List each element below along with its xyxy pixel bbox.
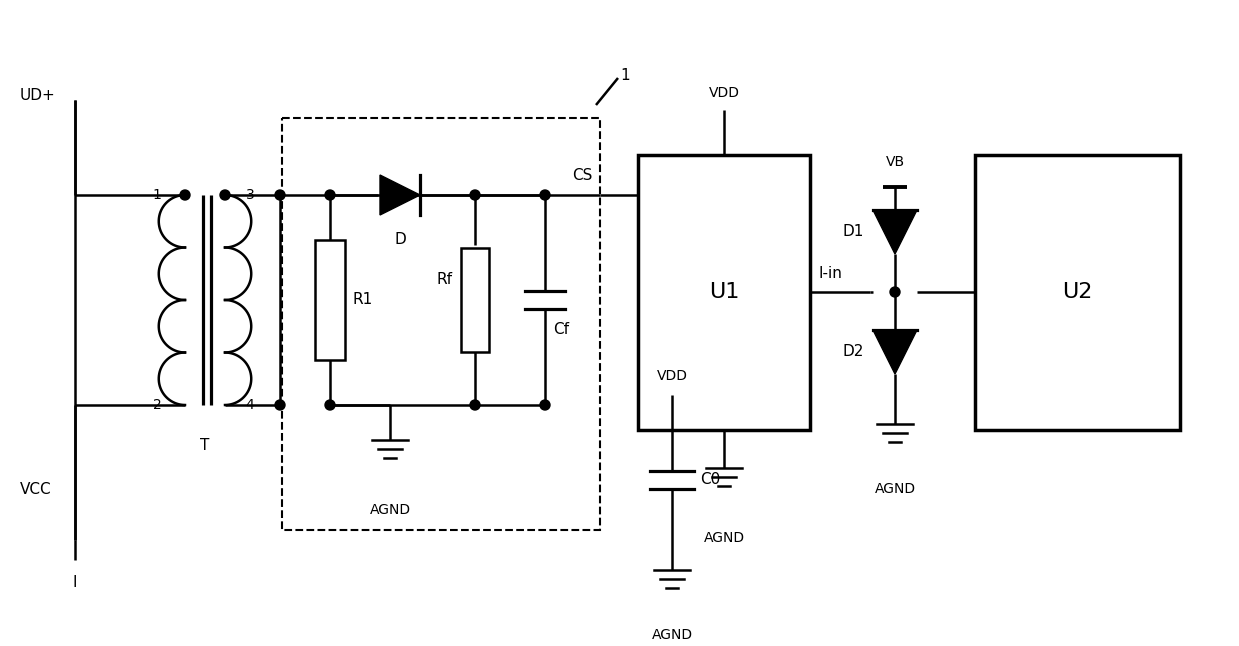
Bar	[975, 155, 1180, 430]
Circle shape	[890, 287, 900, 297]
Bar	[315, 240, 344, 360]
Text: U1: U1	[709, 282, 740, 302]
Text: VDD: VDD	[657, 369, 688, 383]
Text: AGND: AGND	[875, 482, 916, 496]
Text: VB: VB	[886, 155, 904, 169]
Circle shape	[540, 400, 550, 410]
Polygon shape	[873, 210, 917, 254]
Circle shape	[325, 400, 335, 410]
Text: AGND: AGND	[652, 628, 693, 642]
Text: I-in: I-in	[818, 267, 841, 282]
Circle shape	[275, 190, 285, 200]
Bar	[461, 248, 489, 352]
Text: UD+: UD+	[20, 87, 56, 103]
Text: AGND: AGND	[369, 503, 410, 517]
Text: 1: 1	[152, 188, 161, 202]
Text: 2: 2	[152, 398, 161, 412]
Text: D: D	[394, 233, 406, 247]
Circle shape	[470, 190, 479, 200]
Text: Cf: Cf	[553, 322, 569, 337]
Circle shape	[540, 190, 550, 200]
Polygon shape	[873, 330, 917, 374]
Text: VCC: VCC	[20, 483, 52, 497]
Bar	[282, 118, 600, 530]
Text: 4: 4	[245, 398, 254, 412]
Text: CS: CS	[572, 167, 592, 183]
Circle shape	[325, 190, 335, 200]
Text: VDD: VDD	[709, 86, 740, 100]
Text: AGND: AGND	[704, 531, 745, 545]
Circle shape	[470, 400, 479, 410]
Text: U2: U2	[1062, 282, 1093, 302]
Text: 3: 3	[245, 188, 254, 202]
Circle shape	[275, 400, 285, 410]
Text: C0: C0	[700, 472, 720, 488]
Circle shape	[180, 190, 190, 200]
Text: D2: D2	[843, 344, 865, 360]
Bar	[638, 155, 810, 430]
Circle shape	[221, 190, 230, 200]
Polygon shape	[380, 175, 420, 215]
Text: I: I	[73, 575, 77, 590]
Text: Rf: Rf	[437, 273, 453, 287]
Text: T: T	[201, 437, 209, 452]
Text: R1: R1	[352, 293, 372, 307]
Text: 1: 1	[621, 67, 629, 83]
Text: D1: D1	[843, 225, 865, 240]
